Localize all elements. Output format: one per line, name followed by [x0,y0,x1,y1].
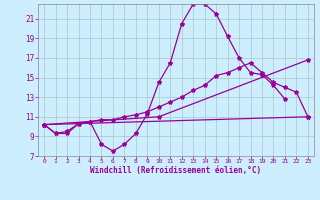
X-axis label: Windchill (Refroidissement éolien,°C): Windchill (Refroidissement éolien,°C) [91,166,261,175]
